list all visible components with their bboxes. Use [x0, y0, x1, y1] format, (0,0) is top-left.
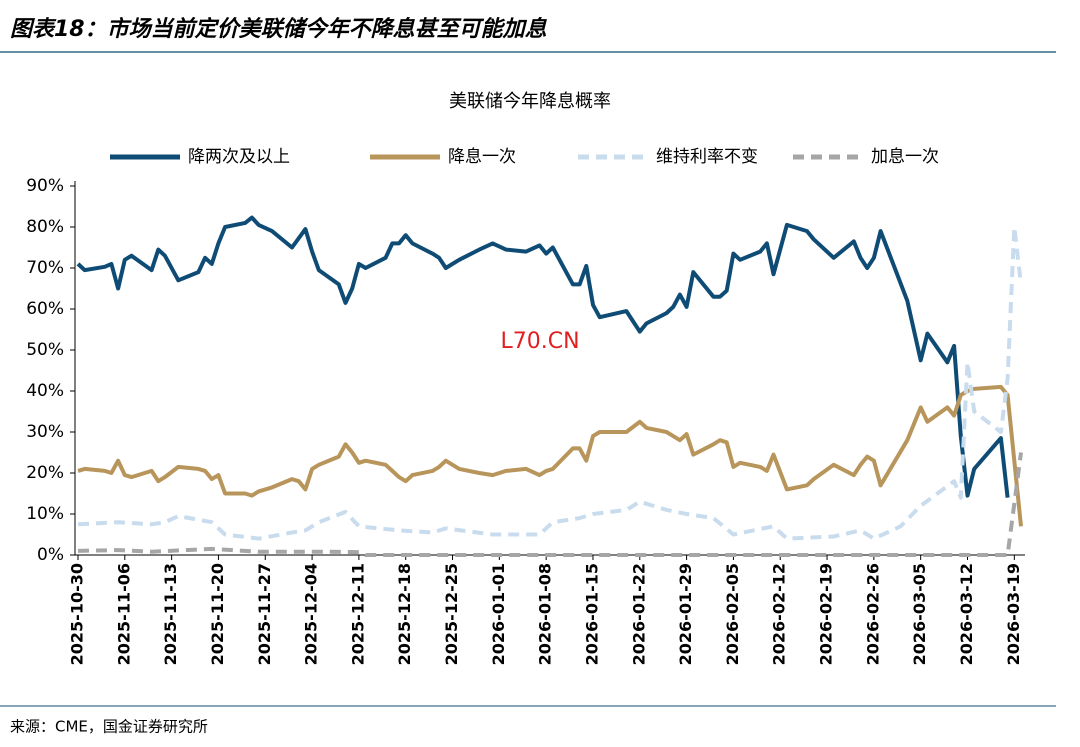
- series-line: [77, 225, 1023, 541]
- legend-label: 降息一次: [448, 147, 516, 167]
- x-tick-label: 2025-11-06: [114, 563, 133, 665]
- y-tick-label: 40%: [26, 381, 64, 401]
- y-tick-label: 80%: [26, 217, 64, 237]
- x-tick-label: 2026-02-12: [770, 563, 789, 665]
- x-tick-label: 2026-03-19: [1004, 563, 1023, 665]
- x-tick-label: 2025-12-18: [395, 563, 414, 665]
- chart-title: 美联储今年降息概率: [449, 91, 611, 112]
- y-tick-label: 90%: [26, 176, 64, 196]
- figure-title: 图表18：市场当前定价美联储今年不降息甚至可能加息: [10, 16, 548, 42]
- y-tick-label: 50%: [26, 340, 64, 360]
- x-tick-label: 2025-11-20: [208, 563, 227, 665]
- series-line: [77, 384, 1023, 527]
- x-tick-label: 2026-02-19: [817, 563, 836, 665]
- x-tick-label: 2026-03-05: [910, 563, 929, 665]
- legend-label: 维持利率不变: [656, 147, 758, 167]
- x-tick-label: 2025-12-25: [442, 563, 461, 665]
- y-tick-label: 70%: [26, 258, 64, 278]
- y-tick-label: 0%: [37, 545, 64, 565]
- series-line: [77, 452, 1023, 557]
- x-tick-label: 2025-12-04: [302, 563, 321, 665]
- x-tick-label: 2026-01-08: [536, 563, 555, 665]
- x-tick-label: 2026-02-26: [863, 563, 882, 665]
- y-tick-label: 20%: [26, 463, 64, 483]
- x-tick-label: 2026-01-22: [629, 563, 648, 665]
- x-tick-label: 2025-11-13: [161, 563, 180, 665]
- legend-label: 加息一次: [871, 147, 939, 167]
- series-line: [76, 215, 1010, 498]
- watermark: L70.CN: [500, 329, 579, 354]
- y-tick-label: 10%: [26, 504, 64, 524]
- x-tick-label: 2026-01-01: [489, 563, 508, 665]
- x-tick-label: 2026-01-29: [676, 563, 695, 665]
- x-tick-label: 2025-11-27: [255, 563, 274, 665]
- x-tick-label: 2026-01-15: [582, 563, 601, 665]
- x-tick-label: 2025-12-11: [348, 563, 367, 665]
- source: 来源：CME，国金证券研究所: [10, 718, 208, 736]
- y-tick-label: 30%: [26, 422, 64, 442]
- x-tick-label: 2026-03-12: [957, 563, 976, 665]
- x-tick-label: 2025-10-30: [68, 563, 87, 665]
- legend-label: 降两次及以上: [188, 147, 290, 167]
- y-tick-label: 60%: [26, 299, 64, 319]
- x-tick-label: 2026-02-05: [723, 563, 742, 665]
